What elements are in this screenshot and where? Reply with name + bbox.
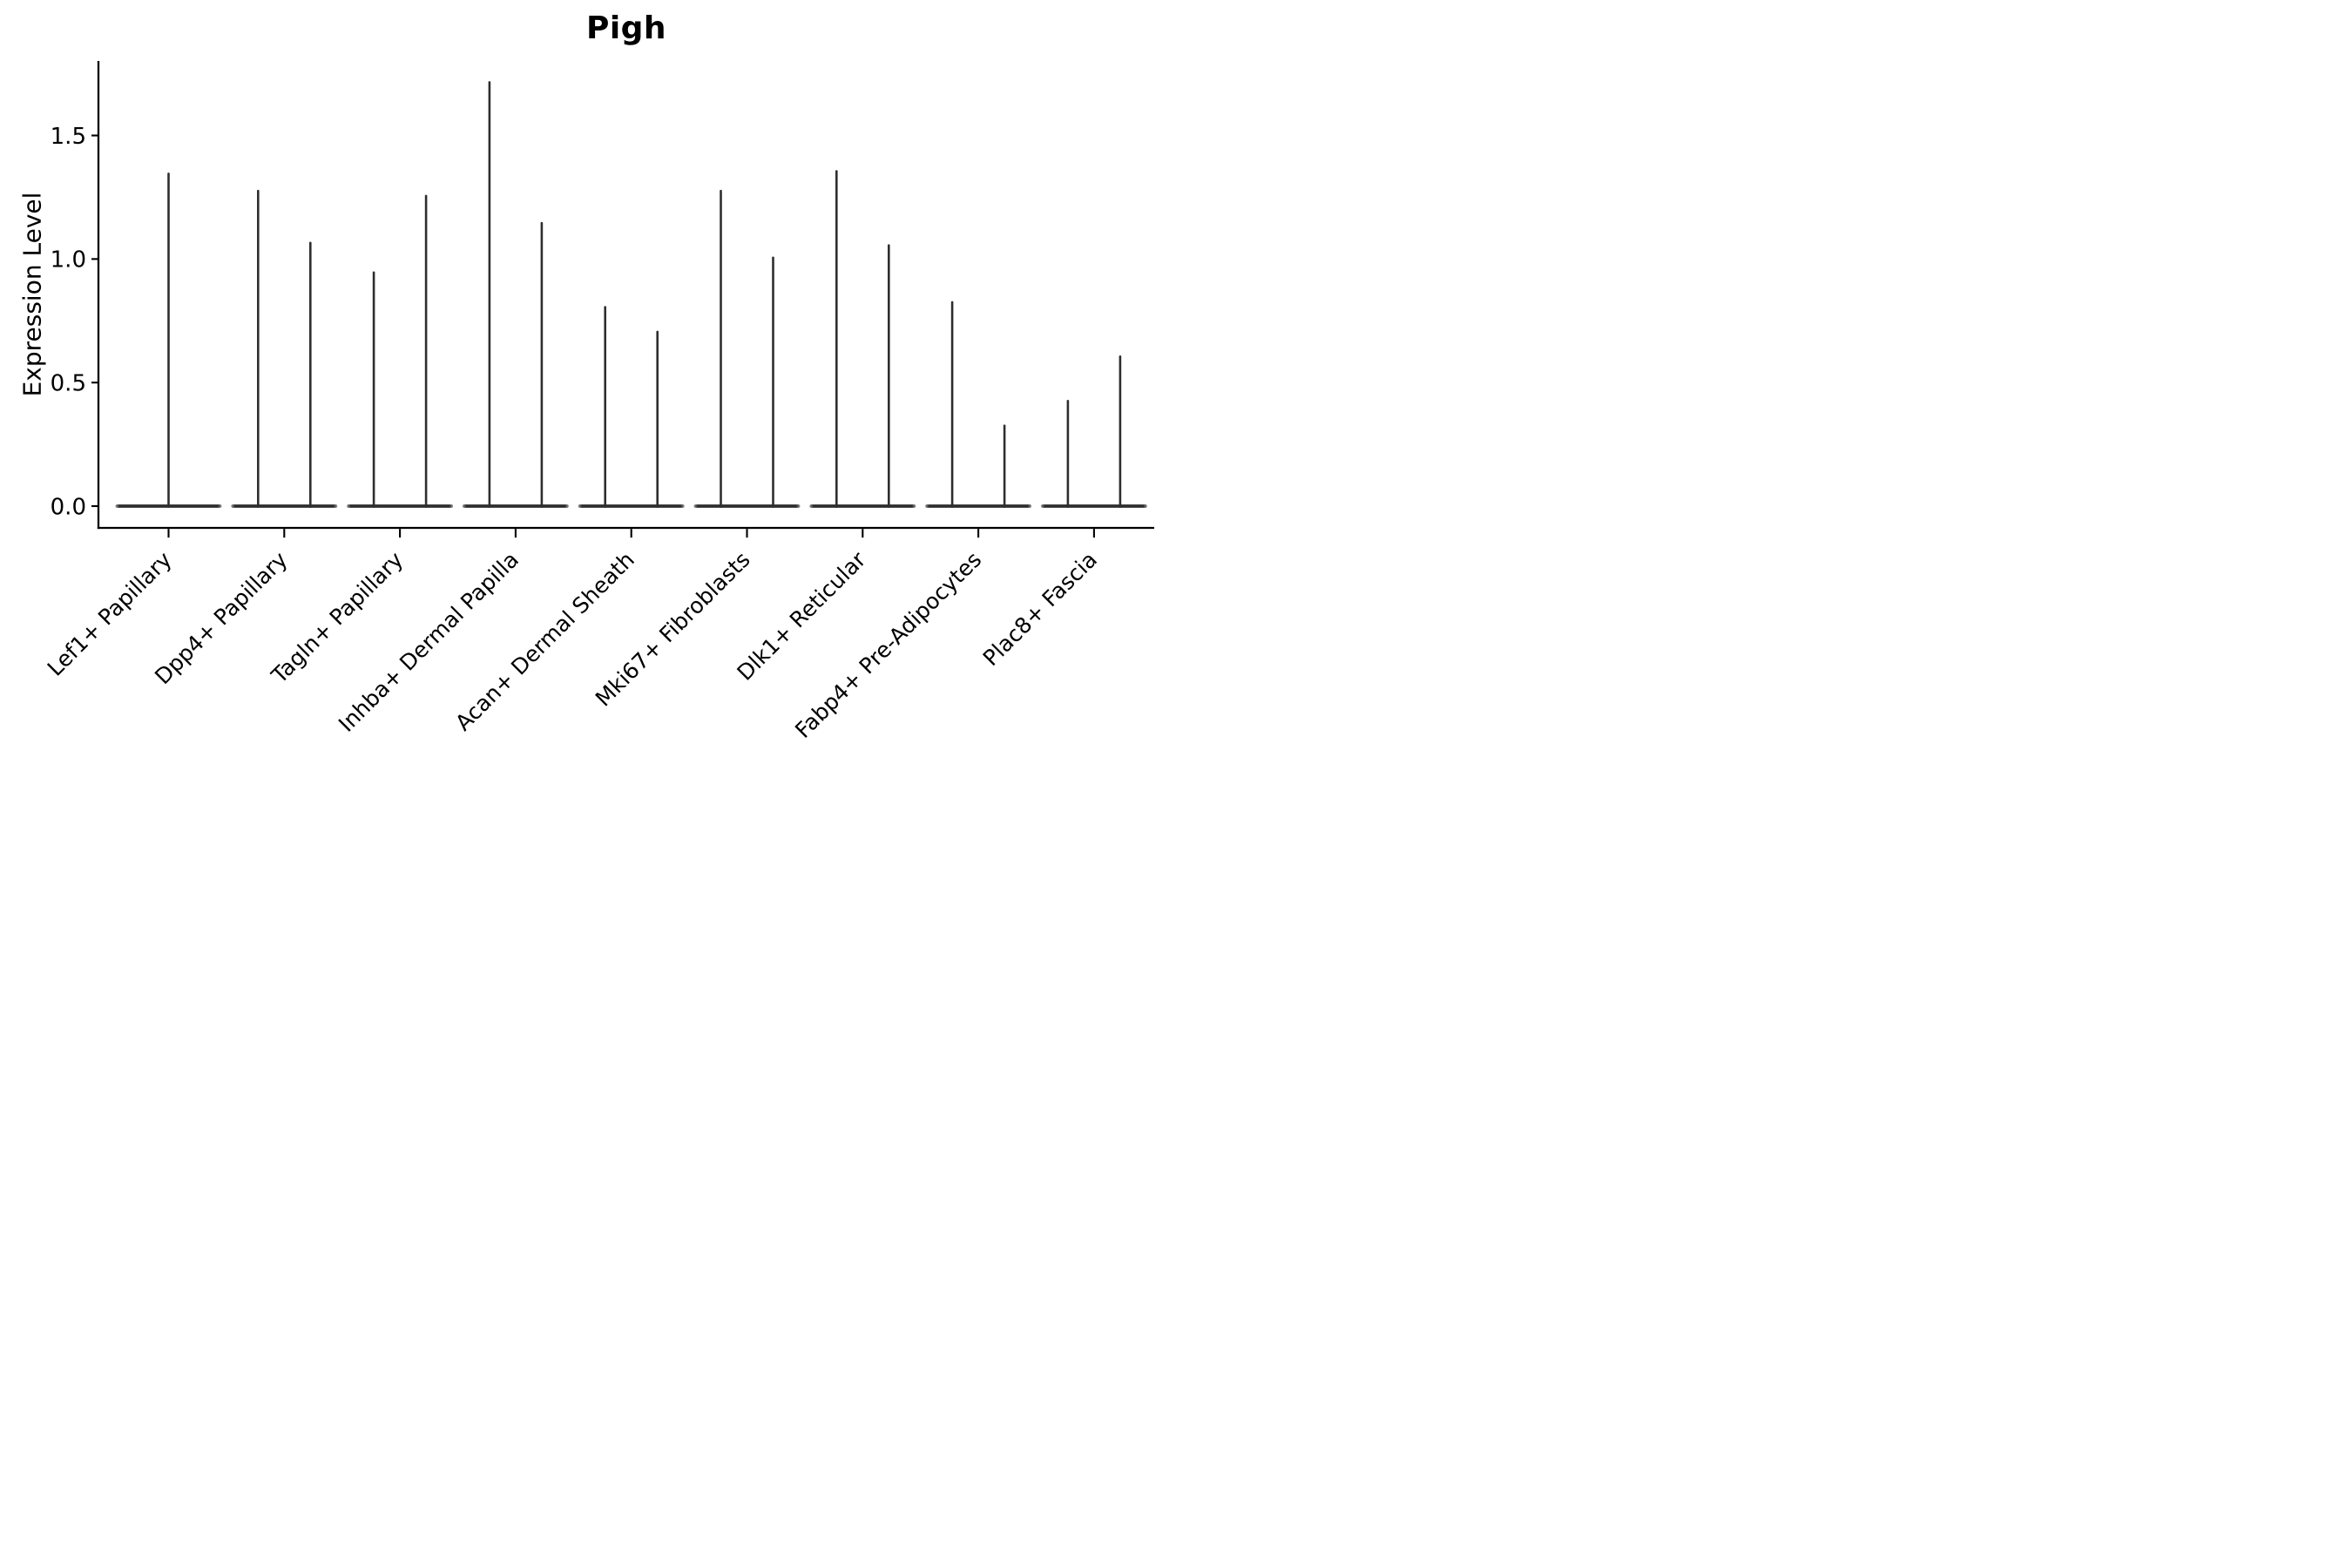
violin-spike <box>656 330 659 508</box>
violin-spike <box>309 241 312 508</box>
violin-spike <box>167 172 170 508</box>
violin-spike <box>488 81 491 508</box>
violin-spike <box>424 194 428 508</box>
violin-spike <box>772 256 774 508</box>
y-tick-label: 0.5 <box>51 371 86 397</box>
violin-spike <box>720 189 722 508</box>
violin-baseline <box>578 504 685 508</box>
violin-spike <box>950 301 954 508</box>
x-tick-label: Lef1+ Papillary <box>43 547 177 681</box>
violin-spike <box>257 189 260 508</box>
violin-spike <box>1119 355 1122 508</box>
violin-spike <box>604 306 606 508</box>
y-tick-label: 1.5 <box>51 124 86 150</box>
violin-baseline <box>347 504 454 508</box>
violin-baseline <box>1040 504 1147 508</box>
violin-spike <box>1066 400 1070 508</box>
violin-baseline <box>925 504 1032 508</box>
y-axis-label: Expression Level <box>17 192 47 397</box>
y-tick-label: 1.0 <box>51 247 86 274</box>
violin-spike <box>540 221 544 508</box>
violin-spike <box>372 271 375 508</box>
x-tick-label: Plac8+ Fascia <box>978 547 1102 671</box>
chart-title: Pigh <box>585 10 667 46</box>
violin-baseline <box>462 504 569 508</box>
violin-spike <box>835 170 838 508</box>
violin-baseline <box>809 504 916 508</box>
violin-spike <box>888 244 890 508</box>
violin-figure: Pigh Expression Level 0.0 0.5 1.0 1.5 Lef1+ … <box>0 0 1176 784</box>
violin-spike <box>1003 424 1006 508</box>
violin-baseline <box>231 504 338 508</box>
x-tick-label: Fabp4+ Pre-Adipocytes <box>790 547 986 743</box>
y-tick-label: 0.0 <box>51 494 86 520</box>
violin-baseline <box>693 504 801 508</box>
